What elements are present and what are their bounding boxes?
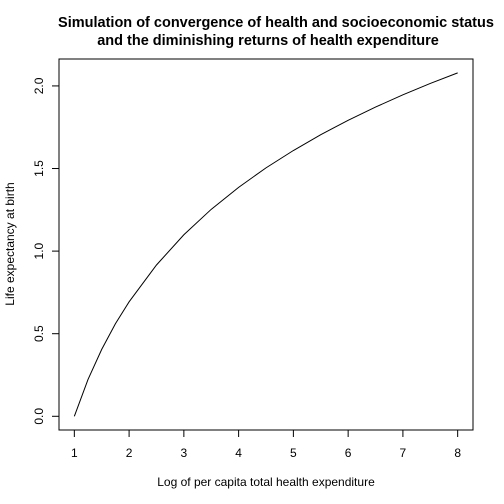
x-tick-label: 5 xyxy=(290,446,297,460)
y-axis: 0.0 0.5 1.0 1.5 2.0 xyxy=(32,77,60,425)
y-tick-label: 1.5 xyxy=(32,160,46,177)
series-group xyxy=(73,72,458,417)
x-tick-label: 4 xyxy=(235,446,242,460)
y-tick-label: 0.0 xyxy=(32,408,46,425)
y-tick-label: 1.0 xyxy=(32,242,46,259)
y-tick-label: 0.5 xyxy=(32,325,46,342)
chart-title: Simulation of convergence of health and … xyxy=(58,15,494,31)
x-axis-label: Log of per capita total health expenditu… xyxy=(157,475,375,489)
y-axis-label: Life expectancy at birth xyxy=(3,182,17,305)
x-tick-label: 7 xyxy=(400,446,407,460)
x-tick-label: 6 xyxy=(345,446,352,460)
x-tick-label: 1 xyxy=(71,446,78,460)
plot-area xyxy=(58,58,474,431)
x-tick-label: 2 xyxy=(126,446,133,460)
x-axis: 1 2 3 4 5 6 7 8 xyxy=(71,429,461,460)
chart-subtitle: and the diminishing returns of health ex… xyxy=(97,33,439,49)
x-tick-label: 3 xyxy=(181,446,188,460)
series-line xyxy=(73,72,458,417)
x-tick-label: 8 xyxy=(454,446,461,460)
y-tick-label: 2.0 xyxy=(32,77,46,94)
